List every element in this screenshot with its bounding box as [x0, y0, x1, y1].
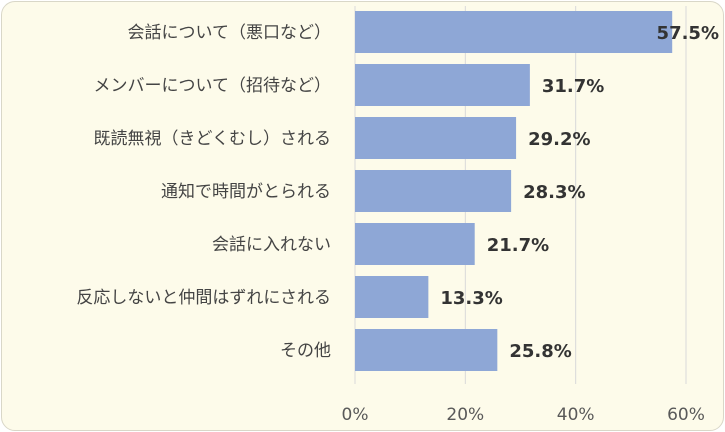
x-tick-label: 60% — [667, 405, 705, 425]
data-label: 13.3% — [440, 288, 502, 309]
category-labels: 会話について（悪口など） メンバーについて（招待など） 既読無視（きどくむし）される… — [76, 23, 331, 361]
x-axis-ticks: 0% 20% 40% 60% — [342, 405, 705, 425]
category-label: 会話について（悪口など） — [128, 23, 332, 43]
bar — [355, 11, 673, 53]
category-label: 反応しないと仲間はずれにされる — [76, 288, 331, 308]
data-label: 31.7% — [542, 76, 604, 97]
bars — [355, 11, 673, 371]
x-tick-label: 0% — [342, 405, 369, 425]
data-label: 29.2% — [528, 129, 590, 150]
category-label: その他 — [280, 341, 331, 361]
bar — [355, 223, 475, 265]
category-label: 既読無視（きどくむし）される — [94, 129, 332, 149]
bar — [355, 329, 498, 371]
data-label: 57.5% — [657, 23, 719, 44]
bar — [355, 276, 429, 318]
data-label: 25.8% — [509, 341, 571, 362]
x-tick-label: 40% — [557, 405, 595, 425]
bar — [355, 117, 517, 159]
data-label: 21.7% — [487, 235, 549, 256]
category-label: 通知で時間がとられる — [161, 182, 331, 202]
data-label: 28.3% — [523, 182, 585, 203]
category-label: メンバーについて（招待など） — [94, 76, 332, 96]
bar — [355, 64, 530, 106]
bar — [355, 170, 512, 212]
category-label: 会話に入れない — [212, 235, 331, 255]
x-tick-label: 20% — [446, 405, 484, 425]
data-labels: 57.5% 31.7% 29.2% 28.3% 21.7% 13.3% 25.8% — [440, 23, 719, 362]
